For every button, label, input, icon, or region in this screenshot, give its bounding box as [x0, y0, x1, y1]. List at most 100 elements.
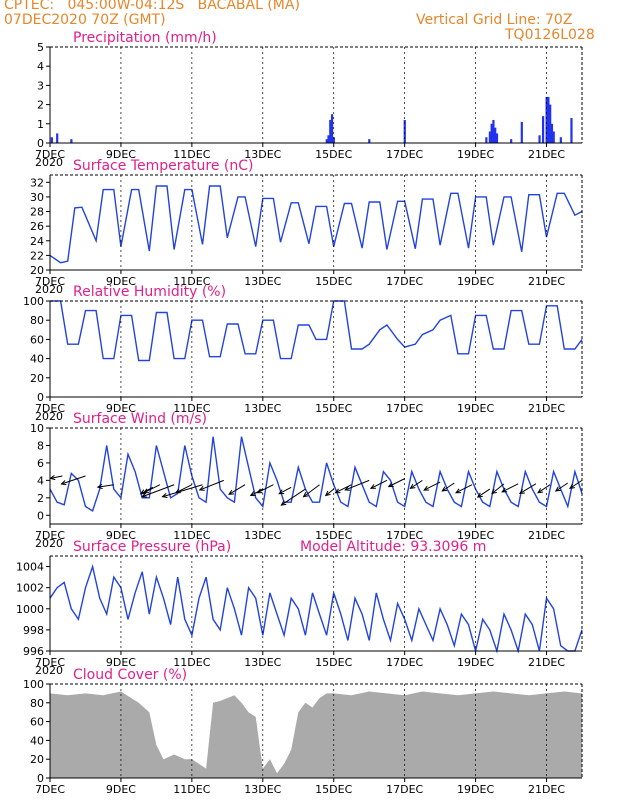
cloud-ytick-label: 100: [23, 678, 44, 691]
cloud-ytick-label: 80: [30, 697, 44, 710]
precip-bar: [368, 139, 371, 143]
rh-line: [50, 300, 583, 362]
temp-xtick-label: 7DEC: [35, 275, 65, 288]
wind-vector: [335, 484, 352, 494]
wind-vector-head: [409, 483, 416, 490]
precip-bar: [547, 96, 550, 143]
wind-vector-head: [441, 486, 448, 492]
rh-ytick-label: 60: [30, 333, 44, 346]
temp-xtick-label: 9DEC: [106, 275, 136, 288]
wind-vector: [501, 483, 519, 493]
precip-bar: [520, 121, 523, 143]
wind-vector-head: [334, 488, 341, 494]
wind-vector: [370, 479, 388, 489]
rh-ytick-label: 40: [30, 353, 44, 366]
wind-vector: [303, 484, 320, 498]
rh-ytick-label: 0: [37, 391, 44, 404]
temp-xtick-label: 11DEC: [173, 275, 210, 288]
precip-bar: [332, 137, 335, 143]
temp-xtick-label: 21DEC: [528, 275, 565, 288]
rh-xtick-label: 7DEC: [35, 402, 65, 415]
wind-vector-head: [491, 488, 497, 495]
pressure-ytick-label: 1002: [16, 582, 44, 595]
cloud-title: Cloud Cover (%): [73, 667, 187, 683]
wind-vector-head: [139, 489, 146, 495]
precip-bar: [552, 131, 555, 143]
wind-vector-head: [455, 488, 462, 494]
wind-vector-head: [569, 483, 576, 490]
cloud-xtick-label: 15DEC: [315, 783, 352, 796]
cloud-xtick-label: 11DEC: [173, 783, 210, 796]
header-run-id: TQ0126L028: [505, 27, 595, 43]
wind-vector-head: [476, 492, 483, 498]
header-date: 07DEC2020 70Z (GMT): [4, 12, 166, 28]
pressure-xtick-label: 11DEC: [173, 656, 210, 669]
wind-vector-head: [501, 487, 508, 493]
precip-bar: [494, 127, 497, 143]
wind-ytick-label: 4: [37, 474, 44, 487]
precip-bar: [329, 119, 332, 143]
temp-title: Surface Temperature (nC): [73, 158, 254, 174]
cloud-ytick-label: 0: [37, 772, 44, 785]
precip-bar: [545, 96, 548, 143]
wind-vector-head: [228, 489, 235, 495]
wind-ytick-label: 10: [30, 422, 44, 435]
precip-bar: [541, 116, 545, 143]
wind-xtick-label: 9DEC: [106, 529, 136, 542]
wind-title: Surface Wind (m/s): [73, 411, 207, 427]
rh-xtick-label: 15DEC: [315, 402, 352, 415]
rh-xtick-label: 19DEC: [457, 402, 494, 415]
wind-vector: [61, 475, 86, 485]
precip-bar: [488, 131, 491, 143]
precip-xtick-label: 17DEC: [386, 148, 423, 161]
temp-ytick-label: 22: [30, 249, 44, 262]
temp-line: [49, 185, 583, 264]
rh-xtick-label: 11DEC: [173, 402, 210, 415]
rh-ytick-label: 80: [30, 314, 44, 327]
precip-bar: [403, 119, 406, 143]
wind-vector-head: [387, 482, 394, 488]
wind-vector-head: [518, 488, 525, 495]
rh-ytick-label: 100: [23, 295, 44, 308]
cloud-xtick-label: 13DEC: [244, 783, 281, 796]
temp-ytick-label: 32: [30, 176, 44, 189]
cloud-xtick-label: 7DEC: [35, 783, 65, 796]
wind-vector-head: [344, 485, 351, 491]
precip-bar: [510, 139, 513, 143]
precip-xtick-label: 21DEC: [528, 148, 565, 161]
precip-bar: [325, 139, 328, 143]
precip-ytick-label: 0: [37, 137, 44, 150]
wind-vector: [250, 488, 264, 496]
precip-bar: [495, 133, 499, 143]
precip-ytick-label: 2: [37, 99, 44, 112]
precip-bar: [70, 139, 73, 143]
precip-ytick-label: 1: [37, 118, 44, 131]
wind-xtick-label: 7DEC: [35, 529, 65, 542]
wind-vector: [569, 479, 583, 489]
wind-vector: [442, 482, 455, 492]
rh-xtick-label: 13DEC: [244, 402, 281, 415]
wind-vector: [519, 483, 537, 494]
header-grid-line: Vertical Grid Line: 70Z: [416, 12, 573, 28]
pressure-ytick-label: 1004: [16, 561, 44, 574]
wind-vector: [455, 484, 473, 494]
pressure-ytick-label: 1000: [16, 603, 44, 616]
precip-xtick-label: 13DEC: [244, 148, 281, 161]
rh-xtick-label: 21DEC: [528, 402, 565, 415]
wind-vector-head: [141, 492, 148, 498]
wind-vector: [50, 475, 63, 479]
pressure-title: Surface Pressure (hPa): [73, 539, 231, 555]
wind-vector-head: [369, 484, 376, 489]
pressure-xtick-label: 13DEC: [244, 656, 281, 669]
temp-ytick-label: 26: [30, 220, 44, 233]
temp-ytick-label: 20: [30, 264, 44, 277]
wind-ytick-label: 8: [37, 439, 44, 452]
wind-xtick-label: 15DEC: [315, 529, 352, 542]
precip-bar: [570, 118, 573, 143]
cloud-ytick-label: 20: [30, 753, 44, 766]
wind-vector: [97, 484, 114, 488]
pressure-xtick-label: 21DEC: [528, 656, 565, 669]
precip-xtick-label: 7DEC: [35, 148, 65, 161]
wind-year-fragment: 2020: [35, 537, 63, 550]
temp-year-fragment: 2020: [35, 283, 63, 296]
